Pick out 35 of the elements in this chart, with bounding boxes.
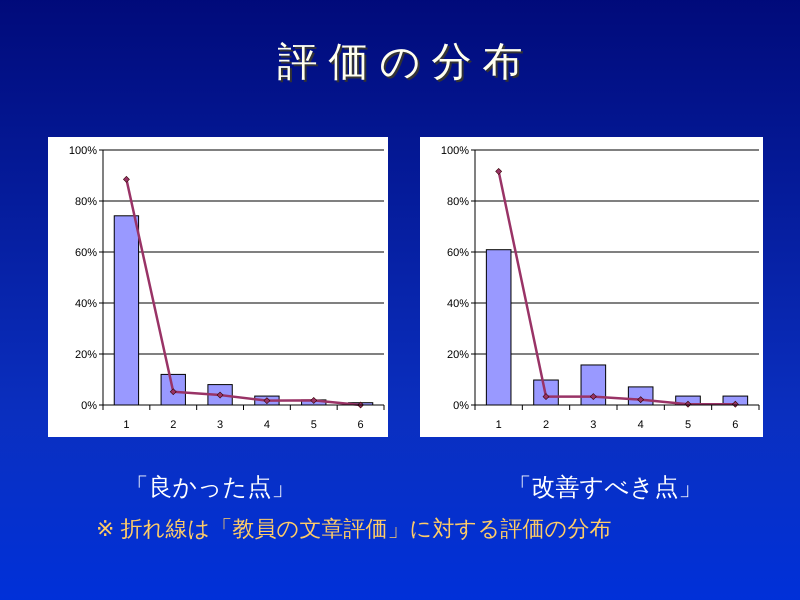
x-tick-label: 3 bbox=[217, 419, 224, 431]
x-tick-label: 1 bbox=[496, 419, 502, 431]
y-tick-label: 60% bbox=[446, 247, 470, 259]
x-axis-title: 「良かった点」 bbox=[124, 474, 296, 501]
x-tick-label: 5 bbox=[310, 419, 317, 431]
text: ※ 折れ線は「教員の文章評価」に対する評価の分布 bbox=[96, 516, 612, 541]
point bbox=[310, 397, 318, 404]
y-tick-label: 80% bbox=[446, 196, 470, 208]
y-tick-label: 0% bbox=[453, 400, 470, 412]
point bbox=[637, 396, 644, 403]
x-tick-label: 3 bbox=[590, 419, 596, 431]
x-tick-label: 6 bbox=[732, 419, 738, 431]
x-tick-label: 6 bbox=[358, 419, 364, 431]
y-tick-label: 0% bbox=[81, 400, 98, 412]
x-tick-label: 1 bbox=[123, 419, 130, 431]
point bbox=[590, 393, 597, 400]
x-tick-label: 5 bbox=[684, 419, 692, 431]
x-tick-label: 2 bbox=[542, 419, 550, 431]
y-tick-label: 20% bbox=[446, 349, 470, 361]
y-tick-label: 40% bbox=[74, 298, 98, 310]
point bbox=[542, 393, 550, 400]
y-tick-label: 100% bbox=[440, 145, 470, 157]
y-tick-label: 80% bbox=[74, 196, 98, 208]
y-tick-label: 20% bbox=[74, 349, 98, 361]
point bbox=[123, 176, 130, 183]
y-tick-label: 100% bbox=[68, 145, 98, 157]
y-tick-label: 40% bbox=[446, 298, 470, 310]
chart-title: 評 価 の 分 布 bbox=[279, 42, 525, 86]
point bbox=[170, 388, 177, 396]
x-tick-label: 4 bbox=[638, 419, 644, 431]
y-tick-label: 60% bbox=[74, 247, 98, 259]
x-tick-label: 4 bbox=[264, 419, 270, 431]
x-axis-title: 「改善すべき点」 bbox=[508, 474, 702, 501]
x-tick-label: 2 bbox=[170, 419, 176, 431]
point bbox=[495, 168, 502, 175]
